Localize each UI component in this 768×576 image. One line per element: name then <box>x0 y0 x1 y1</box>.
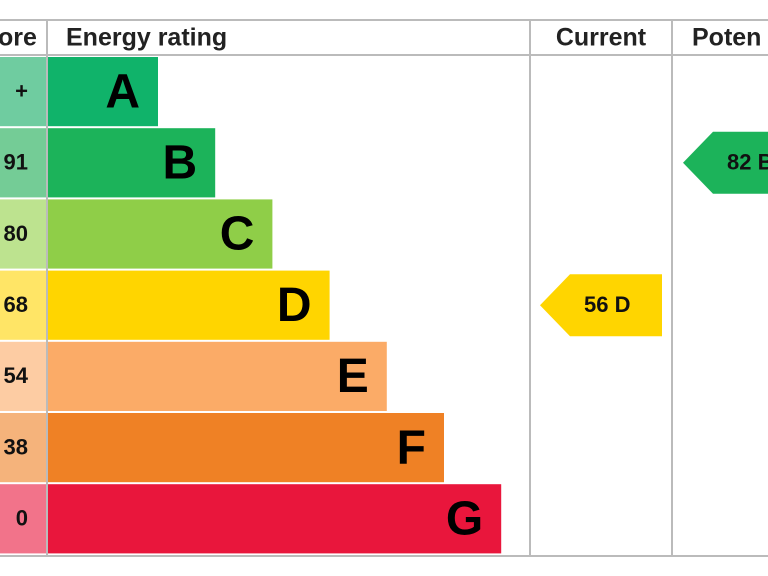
potential-header: Poten <box>692 24 761 52</box>
rating-bar <box>48 199 273 269</box>
score-cell <box>0 270 46 340</box>
rating-letter: C <box>220 208 255 261</box>
current-label: 56 D <box>584 292 630 317</box>
rating-letter: A <box>105 65 140 118</box>
rating-bar <box>48 413 444 483</box>
score-cell <box>0 57 46 127</box>
score-label: + <box>15 78 28 103</box>
rating-bar <box>48 128 216 198</box>
grid <box>0 19 768 557</box>
rating-letter: B <box>163 136 198 189</box>
rating-bar <box>48 57 158 127</box>
rating-letter: E <box>337 350 369 403</box>
rating-bar <box>48 270 330 340</box>
score-label: 91 <box>4 150 28 175</box>
current-header: Current <box>556 24 647 52</box>
score-cell <box>0 199 46 269</box>
rating-letter: G <box>446 492 483 545</box>
potential-label: 82 B <box>727 150 768 175</box>
score-cell <box>0 341 46 411</box>
score-label: 68 <box>4 292 28 317</box>
score-label: 54 <box>4 363 29 388</box>
score-cell <box>0 128 46 198</box>
rating-header: Energy rating <box>66 24 227 52</box>
potential-arrow <box>683 131 768 194</box>
rating-bar <box>48 341 387 411</box>
score-cell <box>0 484 46 554</box>
score-label: 38 <box>4 434 28 459</box>
rating-letter: F <box>397 421 426 474</box>
rating-bar <box>48 484 502 554</box>
rating-letter: D <box>277 279 312 332</box>
score-header: ore <box>0 24 37 52</box>
score-label: 80 <box>4 221 28 246</box>
score-cell <box>0 413 46 483</box>
current-arrow <box>540 274 662 337</box>
score-label: 0 <box>16 506 28 531</box>
